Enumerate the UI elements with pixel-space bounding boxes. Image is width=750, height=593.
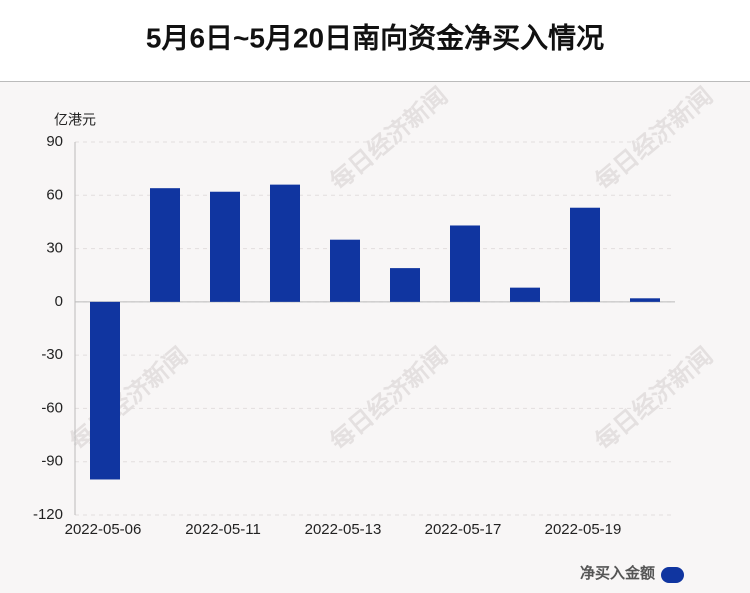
watermark: 每日经济新闻: [325, 82, 453, 196]
bar: [450, 225, 480, 302]
bar: [90, 301, 120, 480]
legend-swatch: [661, 567, 684, 583]
x-tick-label: 2022-05-06: [65, 521, 142, 538]
y-unit: 亿港元: [54, 112, 96, 128]
x-tick-label: 2022-05-13: [305, 521, 382, 538]
x-tick-label: 2022-05-11: [185, 521, 261, 538]
x-tick-label: 2022-05-17: [425, 521, 502, 538]
y-tick-label: -90: [41, 453, 63, 470]
watermark: 每日经济新闻: [590, 342, 718, 456]
watermark: 每日经济新闻: [325, 342, 453, 456]
watermark: 每日经济新闻: [590, 82, 718, 196]
legend-label: 净买入金额: [580, 564, 655, 582]
bar: [630, 298, 660, 302]
y-tick-label: -30: [41, 346, 63, 363]
watermark: 每日经济新闻: [65, 342, 193, 456]
y-tick-label: -60: [41, 399, 63, 416]
y-tick-label: 90: [46, 133, 63, 150]
chart-title: 5月6日~5月20日南向资金净买入情况: [146, 21, 604, 53]
bar: [330, 239, 360, 302]
x-tick-label: 2022-05-19: [545, 521, 622, 538]
y-tick-label: 30: [46, 240, 63, 257]
bar: [390, 268, 420, 302]
title-band: [0, 0, 750, 81]
bar: [570, 207, 600, 302]
bar: [510, 287, 540, 302]
y-tick-label: 60: [46, 186, 63, 203]
bar: [150, 188, 180, 302]
bar: [270, 184, 300, 302]
y-tick-label: 0: [55, 293, 63, 310]
y-tick-label: -120: [33, 506, 63, 523]
bar: [210, 191, 240, 302]
